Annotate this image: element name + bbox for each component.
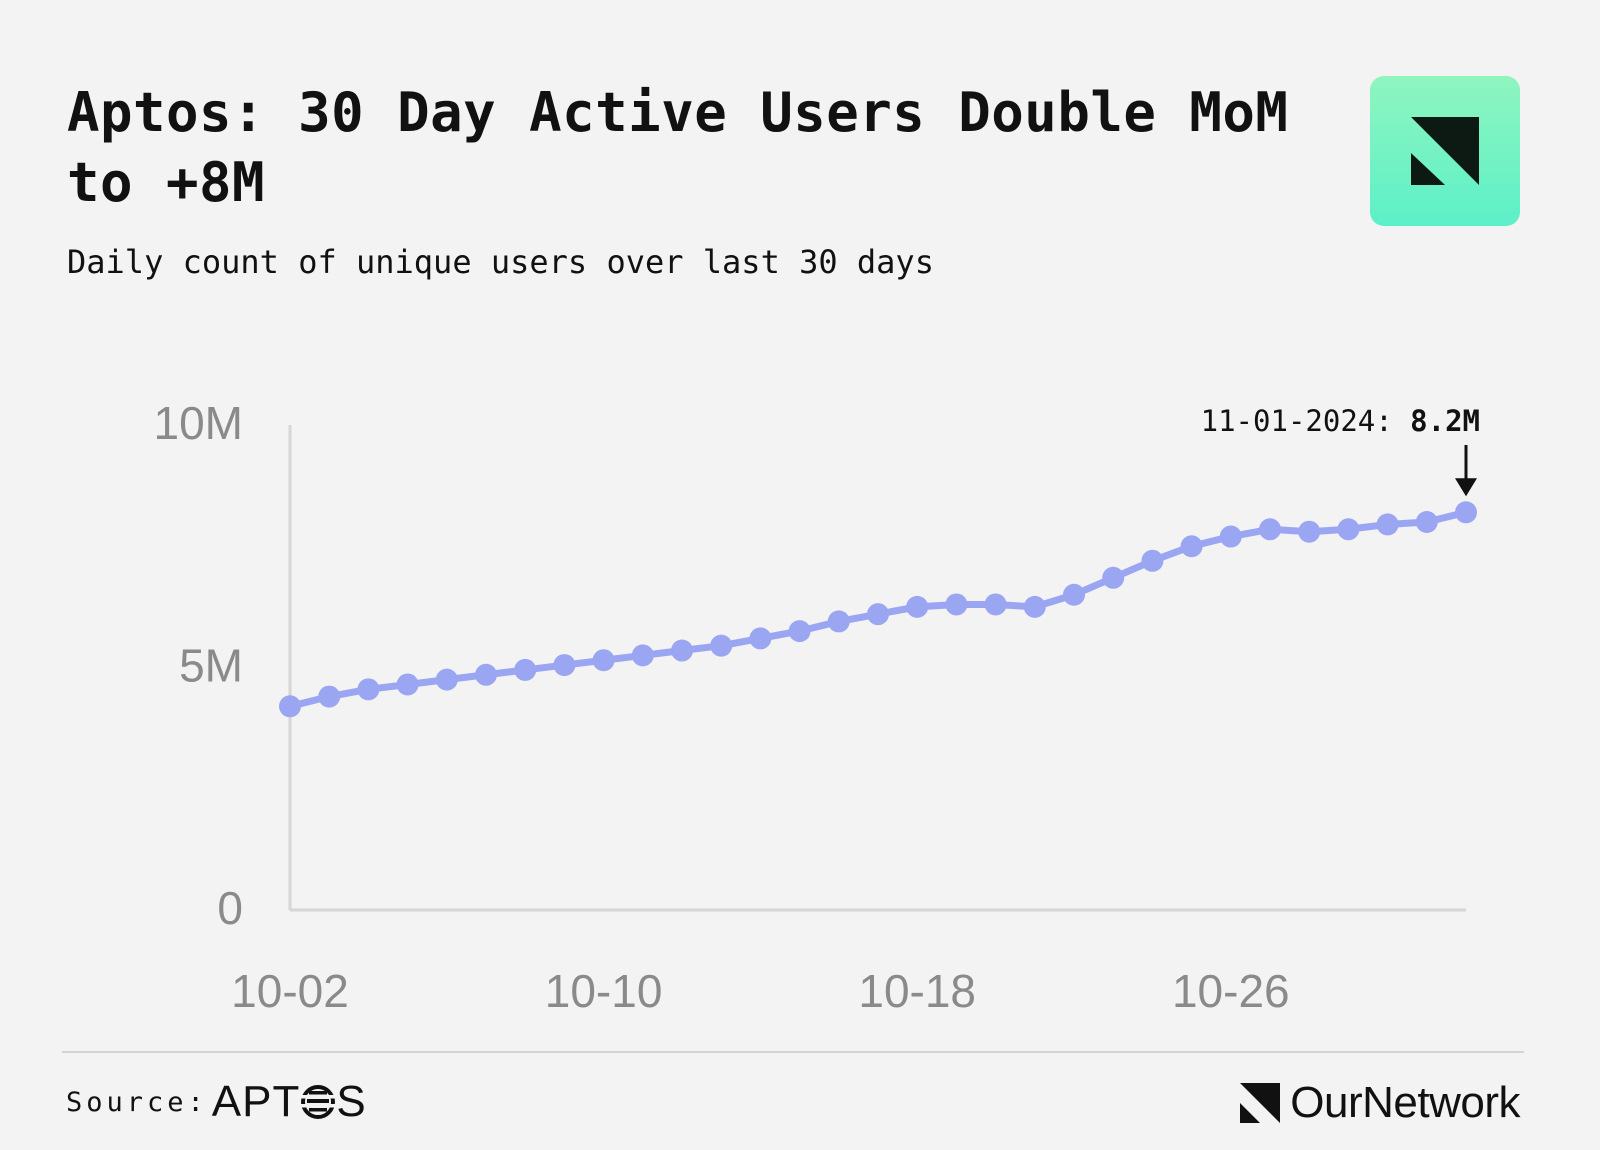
data-point xyxy=(984,593,1007,616)
data-point xyxy=(1180,535,1203,558)
footer-divider xyxy=(62,1051,1524,1053)
ournetwork-logo-icon xyxy=(1370,76,1520,226)
data-point xyxy=(475,663,497,686)
data-point xyxy=(1219,525,1242,548)
y-tick-label: 5M xyxy=(179,640,243,692)
chart-title: Aptos: 30 Day Active Users Double MoM to… xyxy=(67,81,1289,214)
data-point xyxy=(1141,549,1164,572)
data-point xyxy=(1415,511,1438,533)
data-point xyxy=(435,668,458,691)
annotation-arrow-head xyxy=(1455,478,1477,497)
data-point xyxy=(1337,518,1360,541)
x-tick-label: 10-18 xyxy=(858,965,976,1017)
data-point xyxy=(1298,520,1321,543)
aptos-logo-text-right: S xyxy=(336,1077,367,1126)
data-point xyxy=(1455,501,1477,524)
ournetwork-brand: OurNetwork xyxy=(1240,1078,1520,1128)
data-point xyxy=(631,644,654,667)
brand-name: OurNetwork xyxy=(1290,1078,1520,1127)
x-tick-label: 10-10 xyxy=(545,965,663,1017)
aptos-o-icon xyxy=(301,1085,336,1119)
ournetwork-mark-icon xyxy=(1240,1083,1281,1123)
data-point xyxy=(318,685,341,708)
y-tick-label: 10M xyxy=(154,397,243,449)
y-tick-label: 0 xyxy=(217,882,243,934)
chart-subtitle: Daily count of unique users over last 30… xyxy=(67,243,934,281)
data-point xyxy=(867,603,889,626)
data-point xyxy=(671,639,693,662)
x-tick-label: 10-26 xyxy=(1172,965,1290,1017)
data-point xyxy=(749,627,772,650)
source-label: Source: xyxy=(66,1086,208,1118)
data-point xyxy=(906,595,929,618)
line-chart: 0 5M 10M 10-02 10-10 10-18 10-26 11-01-2024: 8.… xyxy=(154,397,1480,1017)
data-point xyxy=(1376,513,1399,536)
annotation-label: 11-01-2024: 8.2M xyxy=(1201,404,1480,438)
data-point xyxy=(1063,583,1085,606)
data-point xyxy=(945,593,968,616)
data-point xyxy=(1102,566,1125,589)
aptos-logo: APT S xyxy=(212,1077,367,1127)
data-point xyxy=(592,649,615,672)
data-point xyxy=(1259,518,1281,541)
data-point xyxy=(788,620,811,643)
data-point xyxy=(553,654,576,677)
data-point xyxy=(514,658,537,681)
data-point xyxy=(1023,595,1046,618)
x-tick-label: 10-02 xyxy=(231,965,349,1017)
data-point xyxy=(827,610,850,633)
data-point xyxy=(396,673,419,696)
data-point xyxy=(279,695,301,718)
source-credit: Source: APT S xyxy=(66,1077,367,1126)
aptos-logo-text-left: APT xyxy=(211,1077,301,1126)
data-point xyxy=(357,678,380,701)
data-point xyxy=(710,634,733,657)
